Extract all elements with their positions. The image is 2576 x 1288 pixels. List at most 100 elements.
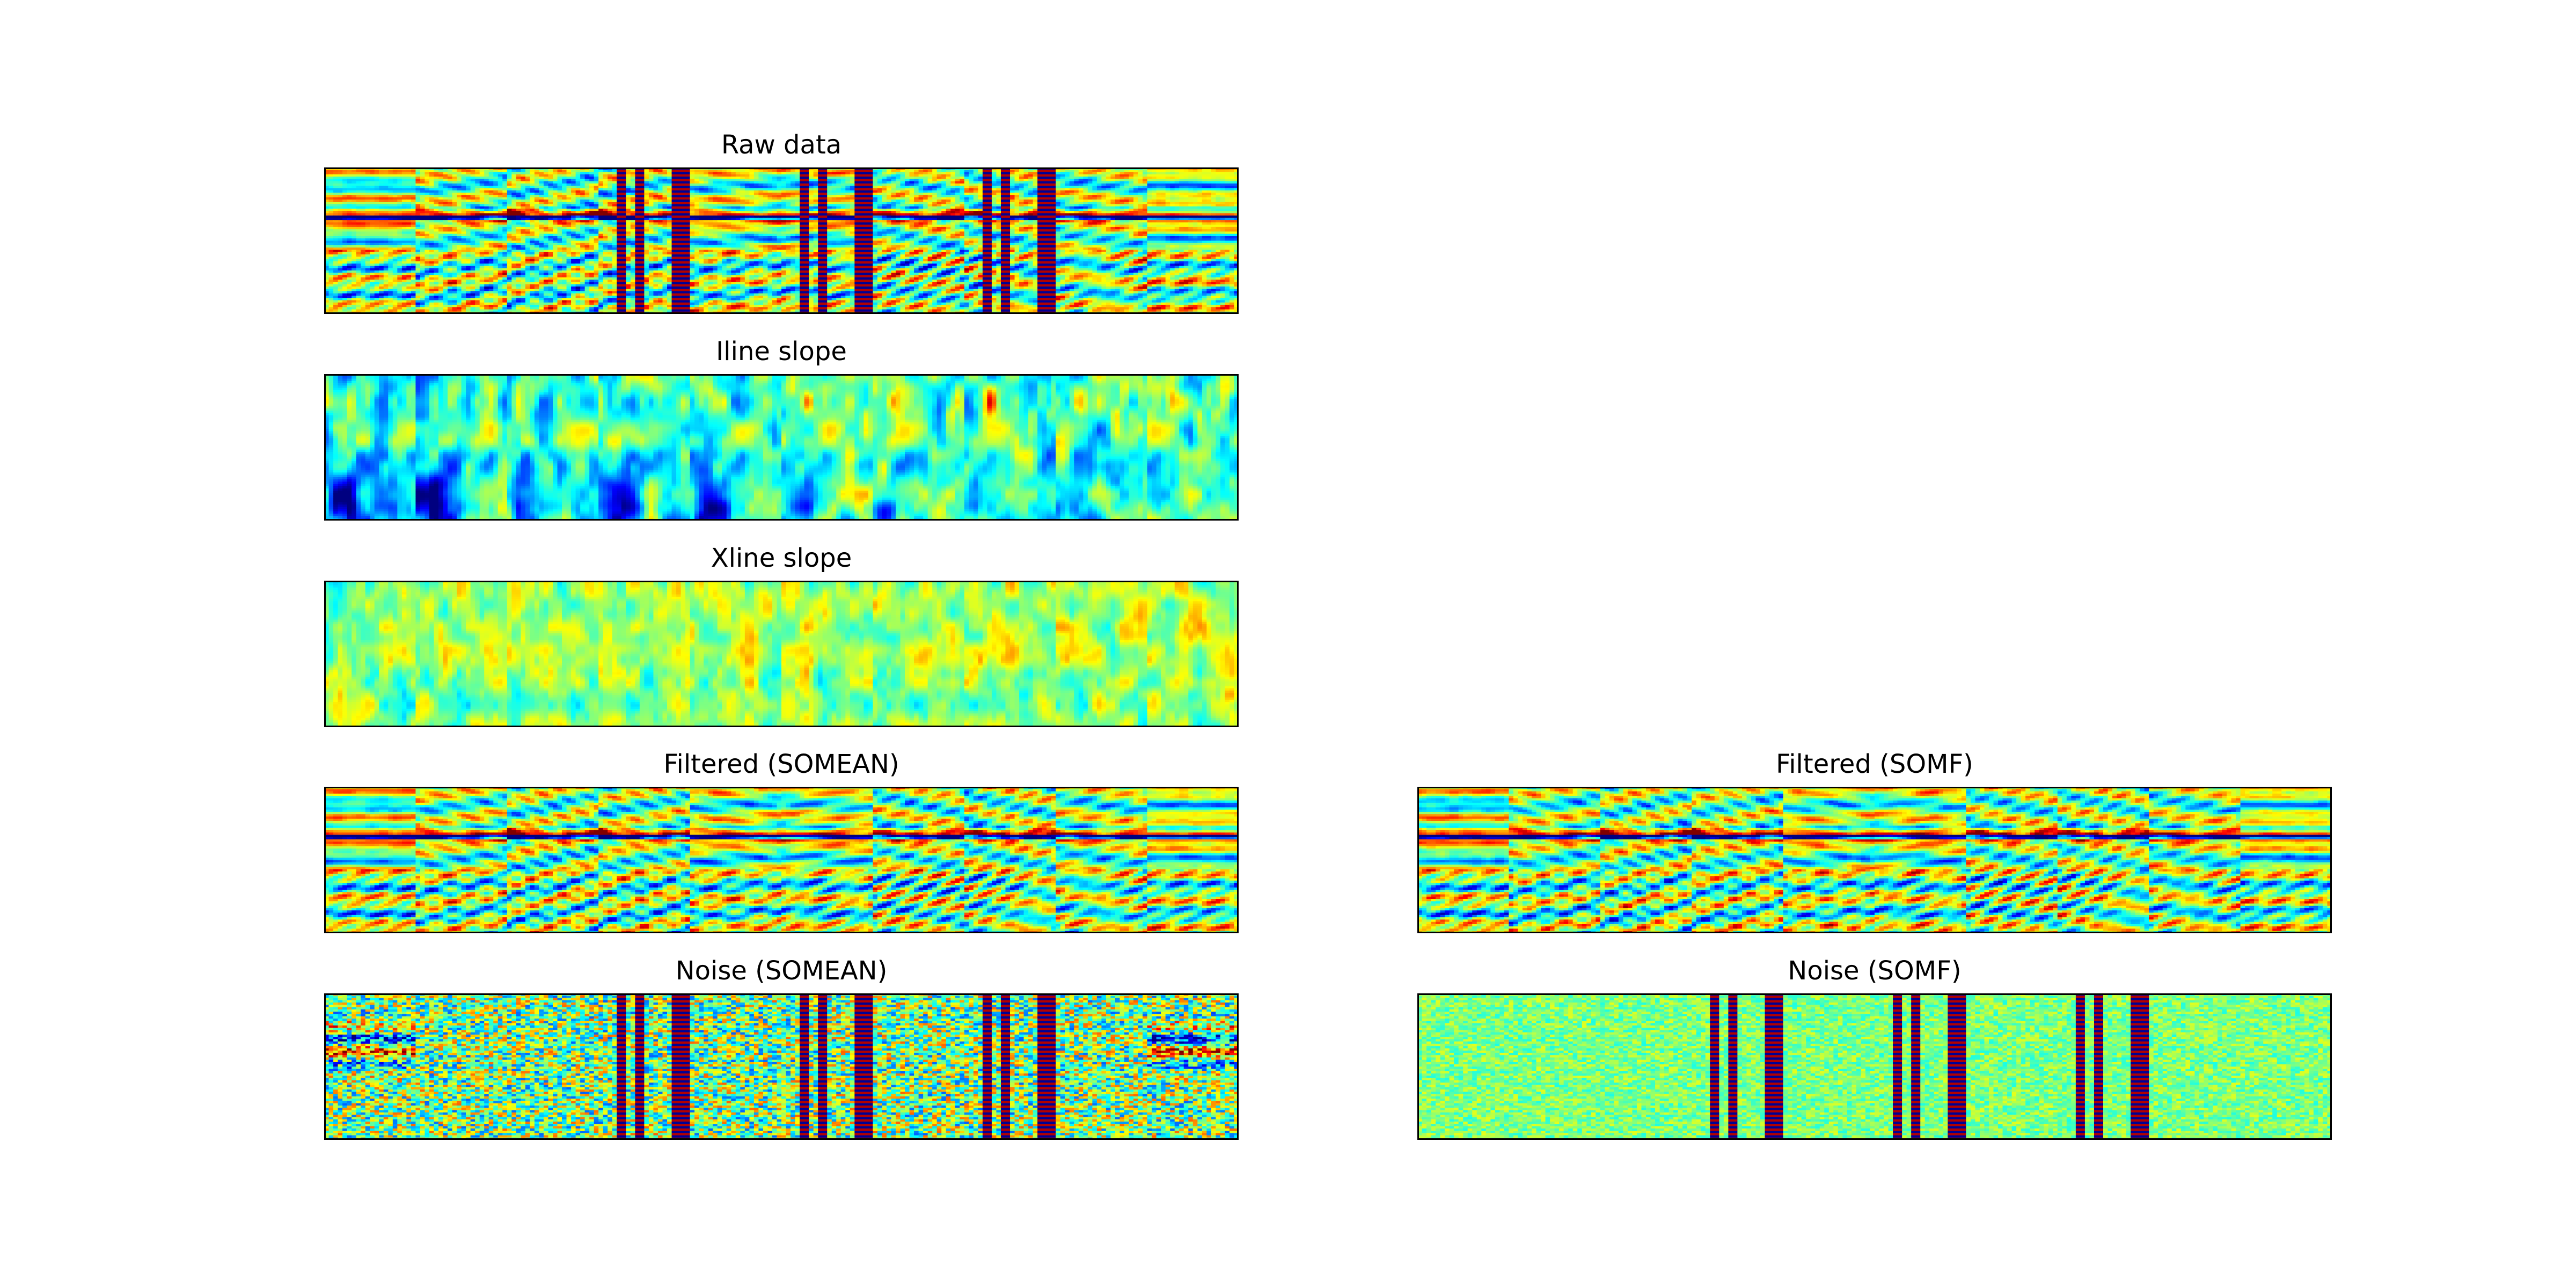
heatmap-cell (617, 181, 621, 184)
heatmap-cell (690, 188, 695, 191)
heatmap-cell (502, 211, 507, 214)
heatmap-cell (420, 195, 425, 197)
heatmap-cell (558, 193, 562, 195)
heatmap-cell (992, 207, 997, 209)
heatmap-cell (758, 170, 763, 172)
heatmap-cell (498, 195, 503, 197)
heatmap-cell (996, 207, 1001, 209)
heatmap-cell (1170, 186, 1175, 188)
heatmap-cell (795, 218, 800, 221)
heatmap-cell (1101, 179, 1106, 181)
heatmap-cell (1037, 170, 1042, 172)
heatmap-cell (489, 191, 494, 193)
heatmap-cell (781, 207, 786, 209)
heatmap-cell (928, 200, 933, 202)
heatmap-cell (1005, 181, 1010, 184)
heatmap-cell (910, 195, 914, 197)
heatmap-cell (823, 200, 828, 202)
heatmap-cell (452, 200, 457, 202)
heatmap-cell (928, 193, 933, 195)
heatmap-cell (1124, 202, 1129, 204)
heatmap-cell (480, 197, 485, 200)
heatmap-cell (868, 213, 873, 216)
heatmap-cell (950, 204, 955, 207)
heatmap-cell (1129, 220, 1134, 223)
heatmap-cell (1225, 170, 1230, 172)
heatmap-cell (758, 188, 763, 191)
heatmap-cell (767, 209, 772, 211)
heatmap-cell (475, 172, 480, 175)
heatmap-cell (1010, 170, 1015, 172)
heatmap-cell (896, 191, 901, 193)
heatmap-cell (452, 195, 457, 197)
heatmap-cell (1166, 218, 1170, 221)
heatmap-cell (1157, 207, 1161, 209)
heatmap-cell (877, 200, 882, 202)
heatmap-cell (818, 220, 823, 223)
heatmap-cell (1019, 186, 1024, 188)
heatmap-cell (375, 184, 379, 186)
heatmap-cell (749, 204, 754, 207)
heatmap-cell (644, 195, 649, 197)
heatmap-cell (1202, 213, 1207, 216)
heatmap-cell (868, 207, 873, 209)
heatmap-cell (562, 200, 567, 202)
heatmap-cell (1115, 200, 1120, 202)
heatmap-cell (448, 186, 452, 188)
heatmap-cell (749, 170, 754, 172)
heatmap-cell (658, 209, 663, 211)
heatmap-cell (708, 174, 713, 177)
heatmap-cell (1119, 209, 1124, 211)
heatmap-cell (685, 188, 690, 191)
heatmap-cell (1124, 195, 1129, 197)
heatmap-cell (941, 184, 946, 186)
heatmap-cell (777, 220, 781, 223)
heatmap-cell (342, 222, 347, 225)
heatmap-cell (1051, 195, 1056, 197)
heatmap-cell (352, 222, 356, 225)
heatmap-cell (530, 218, 535, 221)
heatmap-cell (653, 207, 658, 209)
heatmap-cell (511, 181, 516, 184)
heatmap-cell (1143, 218, 1147, 221)
heatmap-cell (964, 211, 969, 214)
heatmap-cell (1197, 207, 1202, 209)
heatmap-cell (1197, 179, 1202, 181)
heatmap-cell (1092, 184, 1097, 186)
heatmap-cell (758, 191, 763, 193)
heatmap-cell (877, 184, 882, 186)
heatmap-cell (1019, 220, 1024, 223)
heatmap-cell (823, 188, 828, 191)
heatmap-cell (1152, 186, 1157, 188)
heatmap-cell (713, 209, 718, 211)
heatmap-cell (507, 222, 512, 225)
heatmap-cell (571, 200, 576, 202)
heatmap-cell (338, 204, 343, 207)
heatmap-cell (1065, 174, 1070, 177)
heatmap-cell (727, 195, 731, 197)
heatmap-cell (727, 188, 731, 191)
heatmap-cell (891, 193, 896, 195)
heatmap-cell (996, 174, 1001, 177)
heatmap-cell (658, 222, 663, 225)
heatmap-cell (612, 170, 617, 172)
heatmap-cell (708, 197, 713, 200)
heatmap-cell (1001, 174, 1006, 177)
heatmap-cell (406, 186, 411, 188)
heatmap-cell (1088, 179, 1093, 181)
heatmap-cell (1220, 179, 1225, 181)
heatmap-cell (1046, 181, 1051, 184)
heatmap-cell (781, 188, 786, 191)
heatmap-cell (589, 191, 594, 193)
heatmap-cell (594, 207, 599, 209)
heatmap-cell (558, 184, 562, 186)
heatmap-cell (1216, 200, 1220, 202)
heatmap-cell (814, 204, 818, 207)
heatmap-cell (347, 174, 352, 177)
heatmap-cell (722, 213, 727, 216)
heatmap-cell (996, 170, 1001, 172)
heatmap-cell (425, 193, 429, 195)
heatmap-cell (896, 184, 901, 186)
heatmap-cell (370, 181, 375, 184)
heatmap-cell (489, 188, 494, 191)
